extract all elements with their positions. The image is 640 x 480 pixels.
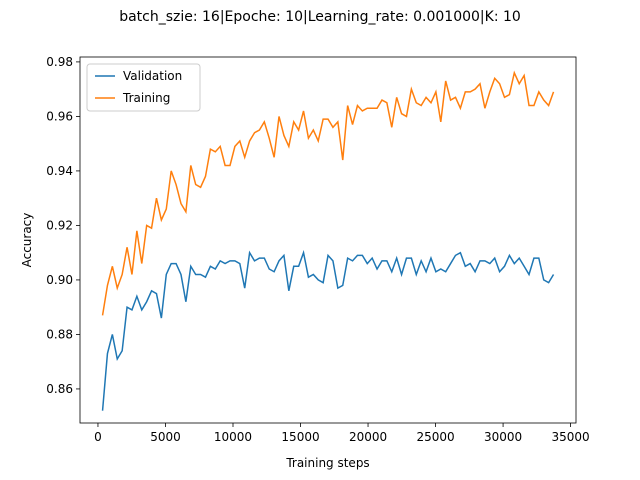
y-tick-label: 0.98 xyxy=(46,55,73,69)
x-tick-label: 20000 xyxy=(349,430,387,444)
x-tick-label: 25000 xyxy=(416,430,454,444)
y-tick-label: 0.92 xyxy=(46,218,73,232)
x-tick-label: 10000 xyxy=(214,430,252,444)
y-axis-label: Accuracy xyxy=(20,213,34,268)
y-tick-label: 0.88 xyxy=(46,327,73,341)
series-line xyxy=(101,249,555,411)
y-tick-label: 0.94 xyxy=(46,164,73,178)
legend-box xyxy=(86,63,201,112)
x-tick-label: 0 xyxy=(94,430,102,444)
plot-frame xyxy=(79,56,577,424)
x-tick-label: 5000 xyxy=(150,430,181,444)
y-tick-label: 0.86 xyxy=(46,382,73,396)
y-tick-label: 0.90 xyxy=(46,273,73,287)
x-tick-label: 35000 xyxy=(552,430,590,444)
series-line xyxy=(101,70,555,316)
x-tick-label: 15000 xyxy=(281,430,319,444)
chart-title: batch_szie: 16|Epoche: 10|Learning_rate:… xyxy=(119,9,521,25)
legend-label: Validation xyxy=(123,69,182,83)
y-tick-label: 0.96 xyxy=(46,109,73,123)
x-tick-label: 30000 xyxy=(484,430,522,444)
x-axis-label: Training steps xyxy=(285,456,369,470)
legend-label: Training xyxy=(122,91,170,105)
